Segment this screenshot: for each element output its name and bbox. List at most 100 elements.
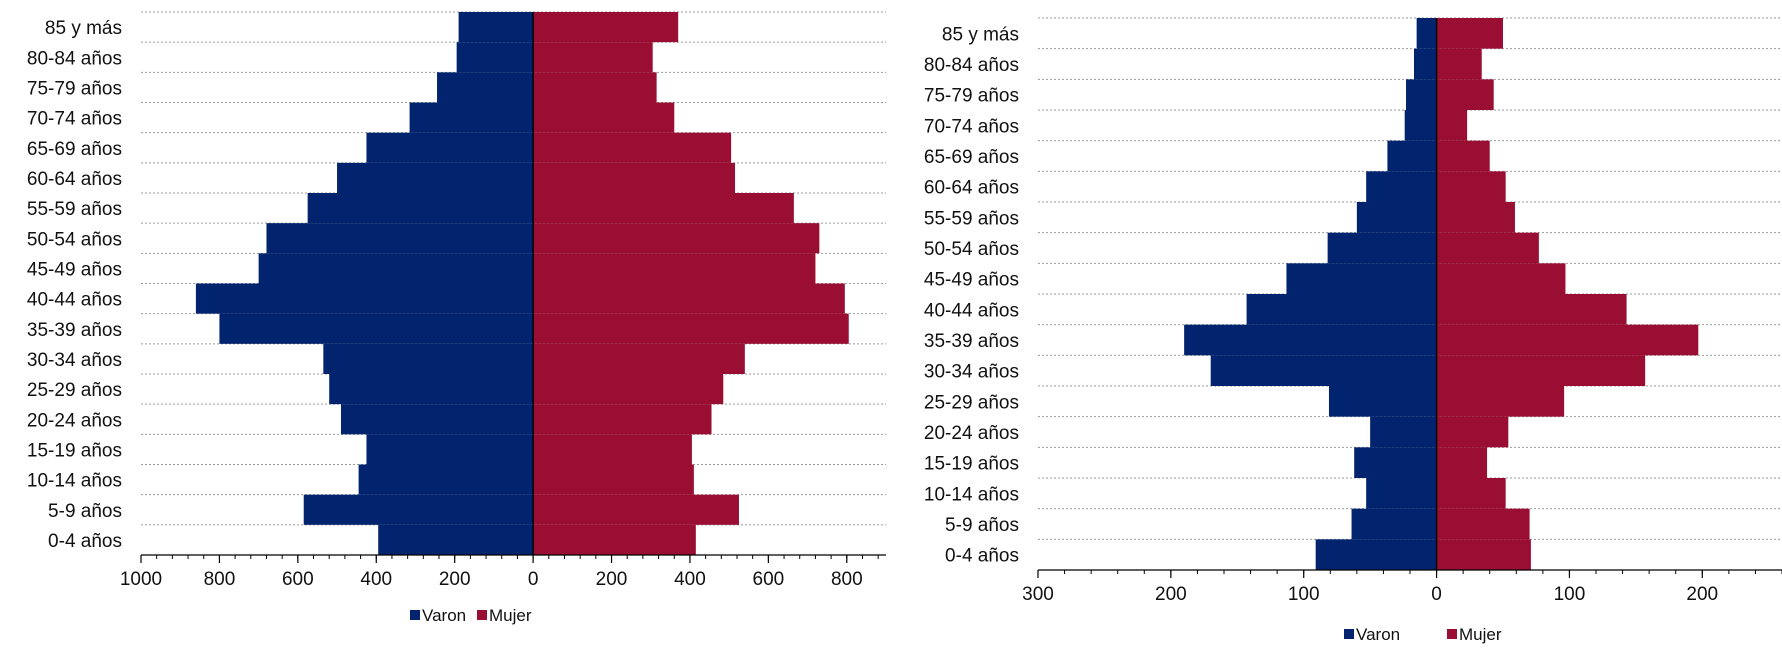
- category-label: 5-9 años: [48, 501, 122, 522]
- tick-label: 800: [204, 569, 236, 590]
- category-label: 10-14 años: [924, 484, 1019, 505]
- bar-varon: [329, 374, 534, 405]
- bar-varon: [1328, 386, 1437, 417]
- bar-mujer: [1436, 447, 1488, 478]
- pyramid-chart-1: 85 y más 80-84 años 75-79 años 70-74 años 65…: [27, 11, 886, 625]
- tick-label: 200: [439, 569, 471, 590]
- category-label: 25-29 años: [924, 392, 1019, 413]
- bar-mujer: [1436, 18, 1503, 49]
- tick-label: 200: [1686, 584, 1718, 605]
- category-label: 40-44 años: [924, 300, 1019, 321]
- bar-mujer: [1436, 263, 1566, 294]
- bar-mujer: [533, 162, 736, 193]
- category-label: 15-19 años: [924, 454, 1019, 475]
- bar-varon: [323, 343, 534, 374]
- bar-mujer: [533, 464, 694, 495]
- bar-varon: [1246, 294, 1437, 325]
- category-label: 5-9 años: [945, 515, 1019, 536]
- category-label: 50-54 años: [27, 229, 122, 250]
- category-label: 80-84 años: [27, 48, 122, 69]
- bar-mujer: [1436, 232, 1539, 264]
- category-label: 25-29 años: [27, 380, 122, 401]
- category-label: 85 y más: [45, 18, 122, 39]
- category-label: 20-24 años: [924, 423, 1019, 444]
- bar-mujer: [1436, 110, 1468, 141]
- bar-varon: [219, 313, 534, 344]
- category-label: 45-49 años: [27, 259, 122, 280]
- bar-mujer: [533, 102, 675, 133]
- legend-swatch-varon: [410, 610, 420, 620]
- bar-varon: [366, 434, 534, 465]
- bar-varon: [1286, 263, 1437, 294]
- tick-label: 200: [1155, 584, 1187, 605]
- bar-varon: [337, 162, 534, 193]
- bar-mujer: [533, 42, 653, 73]
- bar-mujer: [533, 374, 724, 405]
- tick-label: 400: [360, 569, 392, 590]
- bar-mujer: [533, 404, 712, 435]
- bar-varon: [437, 72, 534, 103]
- category-label: 20-24 años: [27, 410, 122, 431]
- bar-varon: [1210, 355, 1437, 386]
- tick-label: 200: [596, 569, 628, 590]
- bar-mujer: [533, 494, 739, 525]
- bar-varon: [303, 494, 534, 525]
- tick-label: 0: [528, 569, 539, 590]
- bar-varon: [1327, 232, 1437, 264]
- bar-mujer: [1436, 171, 1506, 202]
- bar-mujer: [533, 223, 820, 254]
- bar-mujer: [1436, 79, 1494, 110]
- bar-varon: [195, 283, 534, 314]
- category-label: 40-44 años: [27, 290, 122, 311]
- tick-label: 800: [831, 569, 863, 590]
- bar-varon: [1370, 416, 1437, 448]
- bar-varon: [366, 132, 534, 163]
- category-label: 45-49 años: [924, 270, 1019, 291]
- bar-mujer: [1436, 48, 1482, 80]
- category-label: 70-74 años: [27, 109, 122, 130]
- bar-varon: [358, 464, 534, 495]
- legend-swatch-mujer: [477, 610, 487, 620]
- legend: Varon Mujer: [410, 606, 532, 625]
- bar-mujer: [1436, 140, 1490, 172]
- legend-label-mujer: Mujer: [1459, 625, 1502, 644]
- bar-varon: [307, 193, 534, 224]
- bar-varon: [456, 42, 534, 73]
- bar-mujer: [1436, 324, 1699, 356]
- legend-label-mujer: Mujer: [489, 606, 532, 625]
- bar-varon: [258, 253, 534, 284]
- legend-swatch-mujer: [1447, 629, 1457, 639]
- bar-varon: [409, 102, 534, 133]
- tick-label: 100: [1554, 584, 1586, 605]
- bar-varon: [1387, 140, 1437, 172]
- category-label: 35-39 años: [924, 331, 1019, 352]
- bar-varon: [1351, 508, 1437, 540]
- bar-varon: [1315, 539, 1437, 570]
- category-label: 35-39 años: [27, 320, 122, 341]
- category-label: 0-4 años: [945, 546, 1019, 567]
- bar-mujer: [533, 72, 657, 103]
- bar-varon: [1406, 79, 1437, 110]
- legend-label-varon: Varon: [422, 606, 466, 625]
- category-label: 10-14 años: [27, 471, 122, 492]
- tick-label: 600: [753, 569, 785, 590]
- bar-mujer: [533, 313, 849, 344]
- tick-label: 100: [1288, 584, 1320, 605]
- bar-mujer: [1436, 539, 1531, 570]
- category-label: 65-69 años: [27, 139, 122, 160]
- bar-varon: [1354, 447, 1437, 478]
- bar-varon: [1184, 324, 1437, 356]
- bar-mujer: [533, 193, 794, 224]
- bar-mujer: [1436, 386, 1565, 417]
- pyramid-chart-2: 85 y más 80-84 años 75-79 años 70-74 años 65…: [924, 17, 1782, 644]
- bar-mujer: [1436, 508, 1530, 540]
- bar-mujer: [1436, 355, 1646, 386]
- tick-label: 1000: [120, 569, 162, 590]
- bar-mujer: [1436, 294, 1627, 325]
- bar-varon: [1356, 202, 1437, 233]
- bar-mujer: [533, 12, 679, 43]
- bar-varon: [458, 12, 534, 43]
- category-label: 60-64 años: [27, 169, 122, 190]
- legend-label-varon: Varon: [1356, 625, 1400, 644]
